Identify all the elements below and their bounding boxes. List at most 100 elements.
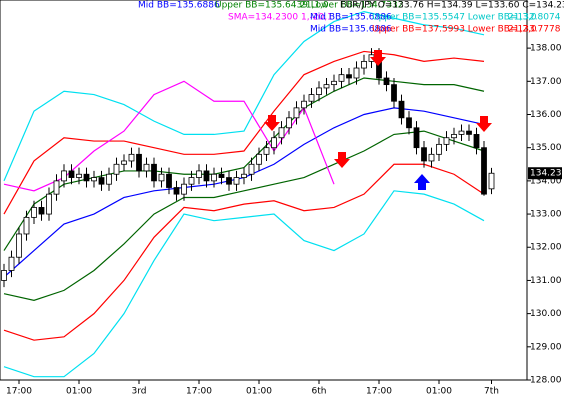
candle-body [233, 177, 240, 185]
candle-body [323, 84, 330, 89]
y-tick-label: 128.00 [530, 376, 562, 386]
candle-body [413, 127, 420, 149]
candle-body [218, 173, 225, 178]
candle-body [98, 177, 105, 185]
candle-body [196, 170, 202, 178]
candle-body [106, 173, 112, 185]
candle-body [398, 100, 405, 119]
candle-body [16, 233, 22, 258]
candle-body [353, 67, 360, 79]
x-tick-label: 01:00 [246, 387, 272, 397]
candle-body [61, 170, 67, 182]
candle-body [331, 80, 337, 86]
indicator-line [3, 163, 485, 341]
candle-body [361, 60, 367, 69]
candle-body [421, 147, 427, 162]
candle-body [466, 130, 472, 135]
candle-body [151, 163, 157, 182]
candle-body [391, 84, 397, 102]
candle-body [473, 134, 480, 149]
indicator-legend: Mid BB=135.6886 [310, 13, 392, 23]
candle-body [38, 207, 45, 215]
indicator-legend: 21,3,0 [508, 13, 537, 23]
candle-body [83, 173, 90, 182]
y-tick-label: 138.00 [530, 44, 562, 54]
indicator-legend: Upper BB=135.6439 Lower BB=134.7332 [215, 1, 403, 11]
candle-body [443, 137, 450, 145]
candle-body [143, 163, 150, 172]
indicator-legend: 21,2,0 [508, 25, 537, 35]
candle-body [128, 153, 135, 162]
x-tick-label: 17:00 [186, 387, 212, 397]
candle-body [308, 94, 315, 102]
candle-body [436, 143, 442, 155]
candle-body [46, 193, 52, 215]
sell-arrow [334, 152, 350, 168]
buy-arrow [414, 174, 430, 190]
indicator-legend: 21,1,0 [300, 1, 329, 11]
candle-body [8, 256, 15, 271]
candle-body [166, 173, 172, 188]
y-tick-label: 137.00 [530, 77, 562, 87]
indicator-legend: Mid BB=135.6886 [138, 1, 220, 11]
y-tick-label: 134.00 [530, 176, 562, 186]
candle-body [1, 270, 7, 281]
x-tick-label: 6th [312, 387, 327, 397]
x-tick-label: 3rd [132, 387, 147, 397]
candle-body [458, 130, 465, 135]
candle-body [158, 173, 165, 182]
x-tick-label: 17:00 [366, 387, 392, 397]
y-tick-label: 136.00 [530, 110, 562, 120]
candle-body [383, 77, 390, 86]
candle-body [76, 173, 82, 178]
candle-body [301, 100, 307, 109]
candle-body [31, 207, 37, 218]
y-tick-label: 133.00 [530, 210, 562, 220]
candle-body [271, 137, 277, 149]
sell-arrow [476, 116, 492, 132]
y-tick-label: 135.00 [530, 143, 562, 153]
price-tag [528, 167, 562, 180]
x-tick-label: 01:00 [66, 387, 92, 397]
x-tick-label: 01:00 [426, 387, 452, 397]
y-tick-label: 129.00 [530, 342, 562, 352]
candle-body [136, 153, 142, 172]
candle-body [286, 117, 292, 129]
candle-body [241, 173, 247, 178]
candle-body [428, 153, 435, 162]
candle-body [406, 117, 412, 129]
candle-body [203, 170, 210, 182]
indicator-line [3, 130, 485, 301]
candle-body [173, 187, 180, 195]
candle-body [53, 180, 60, 195]
candle-body [488, 172, 495, 190]
candle-body [451, 134, 457, 139]
current-price: 134.23 [530, 169, 562, 179]
y-tick-label: 131.00 [530, 276, 562, 286]
candle-body [263, 147, 270, 155]
y-tick-label: 132.00 [530, 243, 562, 253]
indicator-legend: EUR/JPY O=133.76 H=134.39 L=133.60 C=134… [340, 1, 564, 11]
indicator-line [3, 50, 485, 215]
candle-body [23, 216, 30, 235]
candle-body [248, 163, 255, 175]
candle-body [188, 177, 195, 185]
candle-body [91, 177, 97, 182]
candle-body [481, 147, 487, 195]
plot-area [0, 0, 528, 381]
indicator-legend: SMA=134.2300 1,-20,1 [228, 13, 333, 23]
indicator-legend: Mid BB=135.6886 [310, 25, 392, 35]
candle-body [338, 74, 345, 82]
indicator-line [3, 80, 335, 192]
candle-body [293, 107, 300, 119]
candle-body [256, 153, 262, 165]
candle-body [278, 127, 285, 139]
candle-body [226, 177, 232, 185]
indicator-line [3, 190, 485, 378]
y-tick-label: 130.00 [530, 309, 562, 319]
candle-body [181, 183, 187, 195]
sell-arrow [370, 50, 386, 66]
candle-body [211, 173, 217, 182]
indicator-line [3, 10, 485, 182]
